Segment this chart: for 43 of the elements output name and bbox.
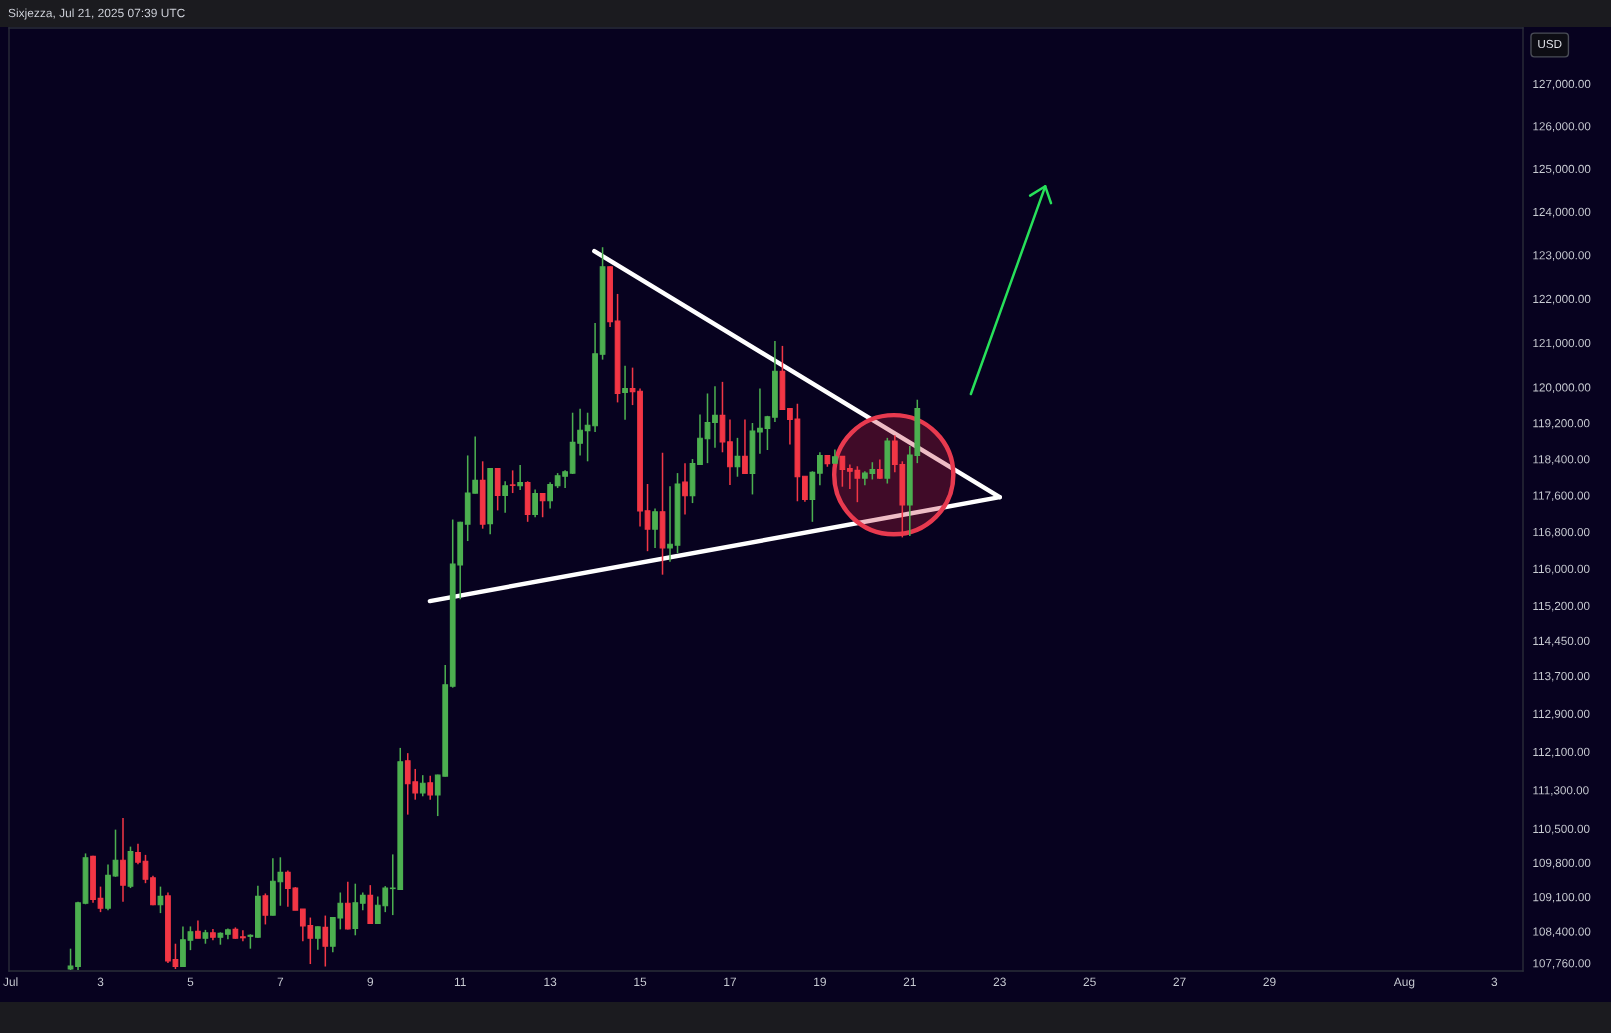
x-tick-label: 7 [277, 977, 284, 986]
y-tick-label: 113,700.00 [1533, 671, 1590, 682]
y-tick-label: 120,000.00 [1533, 383, 1591, 393]
y-tick-label: 127,000.00 [1533, 79, 1591, 90]
y-tick-label: 112,900.00 [1533, 709, 1590, 720]
x-tick-label: 15 [634, 977, 647, 987]
x-tick-label: 27 [1173, 977, 1186, 986]
y-tick-label: 114,450.00 [1533, 636, 1590, 647]
y-tick-label: 122,000.00 [1533, 294, 1591, 305]
y-tick-label: 108,400.00 [1533, 927, 1591, 938]
y-tick-label: 110,500.00 [1533, 824, 1590, 835]
y-tick-label: 115,200.00 [1533, 601, 1590, 612]
y-tick-label: 109,100.00 [1533, 892, 1591, 903]
x-tick-label: 3 [1491, 977, 1498, 987]
y-tick-label: 109,800.00 [1533, 858, 1591, 869]
x-tick-label: 5 [187, 977, 194, 987]
y-tick-label: 119,200.00 [1533, 419, 1590, 429]
y-axis-title: USD [1538, 39, 1562, 49]
y-tick-label: 124,000.00 [1533, 207, 1591, 218]
x-tick-label: 11 [454, 977, 466, 986]
y-tick-label: 116,800.00 [1533, 527, 1590, 538]
x-tick-label: 17 [724, 977, 737, 986]
y-tick-label: 112,100.00 [1533, 747, 1590, 758]
y-tick-label: 123,000.00 [1533, 251, 1591, 261]
x-tick-label: 21 [903, 977, 916, 986]
y-tick-label: 126,000.00 [1533, 122, 1591, 132]
x-tick-label: 23 [993, 977, 1006, 987]
y-tick-label: 125,000.00 [1533, 164, 1591, 175]
x-tick-label: 13 [544, 977, 557, 987]
y-tick-label: 111,300.00 [1533, 786, 1589, 796]
x-tick-label: Jul [3, 977, 18, 987]
x-tick-label: 3 [97, 977, 104, 987]
x-tick-label: 19 [814, 977, 826, 987]
x-tick-label: 29 [1263, 977, 1276, 987]
y-tick-label: 121,000.00 [1533, 338, 1591, 349]
y-tick-label: 116,000.00 [1533, 564, 1590, 575]
y-tick-label: 118,400.00 [1533, 455, 1590, 465]
x-tick-label: Aug [1393, 977, 1415, 989]
text: Sixjezza, Jul 21, 2025 07:39 UTC [8, 8, 185, 20]
x-tick-label: 9 [367, 977, 374, 987]
y-tick-label: 107,760.00 [1533, 959, 1591, 969]
y-tick-label: 117,600.00 [1533, 491, 1590, 502]
x-tick-label: 25 [1083, 977, 1096, 987]
